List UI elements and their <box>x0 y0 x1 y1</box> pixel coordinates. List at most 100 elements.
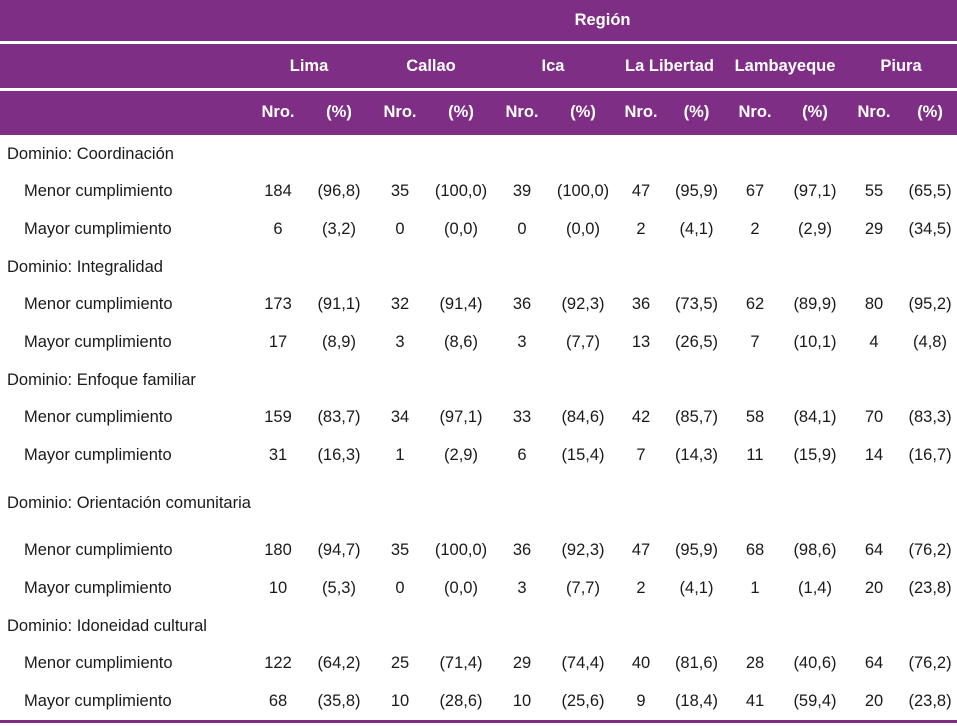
count-cell: 10 <box>268 578 288 597</box>
count-cell: 47 <box>631 182 651 201</box>
count-cell: 6 <box>517 445 527 464</box>
percent-cell: (89,9) <box>793 295 837 314</box>
count-cell: 7 <box>750 332 760 351</box>
count-cell: 3 <box>395 332 405 351</box>
percent-cell: (92,3) <box>561 541 605 560</box>
count-cell: 33 <box>512 408 532 427</box>
count-cell: 40 <box>631 654 651 673</box>
percent-cell: (7,7) <box>566 332 600 351</box>
table-row: Menor cumplimiento 122 (64,2) 25 (71,4) 29 (74… <box>0 645 957 683</box>
count-cell: 35 <box>390 182 410 201</box>
count-cell: 17 <box>268 332 288 351</box>
domain-row: Dominio: Integralidad <box>0 248 957 286</box>
percent-cell: (97,1) <box>439 408 483 427</box>
percent-cell: (81,6) <box>674 654 719 673</box>
count-cell: 0 <box>395 219 405 238</box>
row-label: Menor cumplimiento <box>24 182 173 201</box>
domain-label: Dominio: Idoneidad cultural <box>7 616 207 635</box>
row-label: Mayor cumplimiento <box>24 332 172 351</box>
percent-cell: (71,4) <box>439 654 483 673</box>
table-body: Dominio: Coordinación Menor cumplimiento 1… <box>0 134 957 723</box>
percent-cell: (23,8) <box>903 682 957 723</box>
percent-column-header: (%) <box>785 89 845 135</box>
domain-row: Dominio: Enfoque familiar <box>0 361 957 399</box>
percent-column-header: (%) <box>668 89 725 135</box>
count-cell: 31 <box>268 445 288 464</box>
count-cell: 14 <box>864 445 884 464</box>
percent-cell: (23,8) <box>908 578 952 597</box>
count-column-header: Nro. <box>614 89 668 135</box>
percent-cell: (8,6) <box>444 332 478 351</box>
percent-cell: (8,9) <box>322 332 356 351</box>
count-cell: 32 <box>390 295 410 314</box>
table-header: Región Lima Callao Ica La Libertad Lambayequ… <box>0 0 957 135</box>
count-cell: 2 <box>636 578 646 597</box>
count-cell: 64 <box>864 541 884 560</box>
percent-cell: (97,1) <box>793 182 837 201</box>
percent-cell: (4,1) <box>679 578 714 597</box>
percent-cell: (85,7) <box>674 408 719 427</box>
percent-cell: (96,8) <box>317 182 361 201</box>
row-label: Mayor cumplimiento <box>24 445 172 464</box>
count-column-header: Nro. <box>845 89 903 135</box>
percent-cell: (15,4) <box>561 445 605 464</box>
count-cell: 36 <box>631 295 651 314</box>
percent-cell: (3,2) <box>322 219 356 238</box>
count-cell: 7 <box>636 445 646 464</box>
count-cell: 25 <box>390 654 410 673</box>
count-cell: 35 <box>390 541 410 560</box>
table-row: Mayor cumplimiento 17 (8,9) 3 (8,6) 3 (7,7) 13 (… <box>0 324 957 362</box>
count-cell: 68 <box>745 541 765 560</box>
percent-cell: (14,3) <box>674 445 719 464</box>
count-cell: 34 <box>390 408 410 427</box>
percent-cell: (0,0) <box>444 578 478 597</box>
count-cell: 10 <box>370 682 430 723</box>
count-column-header: Nro. <box>248 89 308 135</box>
percent-cell: (100,0) <box>556 182 610 201</box>
percent-cell: (84,6) <box>561 408 605 427</box>
count-column-header: Nro. <box>725 89 785 135</box>
count-cell: 184 <box>264 182 292 201</box>
percent-cell: (16,7) <box>908 445 952 464</box>
percent-column-header: (%) <box>903 89 957 135</box>
table-row: Mayor cumplimiento 31 (16,3) 1 (2,9) 6 (15,4) 7… <box>0 437 957 475</box>
table-row: Menor cumplimiento 159 (83,7) 34 (97,1) 33 (84… <box>0 399 957 437</box>
count-cell: 41 <box>725 682 785 723</box>
count-cell: 0 <box>395 578 405 597</box>
region-header: Lambayeque <box>725 42 845 91</box>
percent-cell: (59,4) <box>785 682 845 723</box>
header-corner-cell <box>0 42 248 91</box>
count-cell: 29 <box>864 219 884 238</box>
percent-cell: (15,9) <box>793 445 837 464</box>
domain-row: Dominio: Idoneidad cultural <box>0 607 957 645</box>
percent-cell: (95,9) <box>674 541 719 560</box>
table-row: Menor cumplimiento 184 (96,8) 35 (100,0) 39 (1… <box>0 173 957 211</box>
percent-cell: (84,1) <box>793 408 837 427</box>
header-corner-cell <box>0 0 248 44</box>
count-cell: 70 <box>864 408 884 427</box>
count-cell: 67 <box>745 182 765 201</box>
count-cell: 64 <box>864 654 884 673</box>
percent-cell: (4,1) <box>679 219 714 238</box>
count-cell: 13 <box>631 332 651 351</box>
count-cell: 173 <box>264 295 292 314</box>
row-label: Mayor cumplimiento <box>24 578 172 597</box>
count-cell: 11 <box>746 445 764 464</box>
count-cell: 36 <box>512 295 532 314</box>
percent-cell: (95,9) <box>674 182 719 201</box>
percent-cell: (2,9) <box>444 445 478 464</box>
region-header: Piura <box>845 42 957 91</box>
count-cell: 4 <box>869 332 879 351</box>
count-cell: 3 <box>517 332 527 351</box>
percent-cell: (65,5) <box>908 182 952 201</box>
percent-cell: (1,4) <box>798 578 832 597</box>
percent-cell: (2,9) <box>798 219 832 238</box>
percent-column-header: (%) <box>308 89 370 135</box>
count-cell: 20 <box>864 578 884 597</box>
region-header: La Libertad <box>614 42 725 91</box>
domain-row: Dominio: Orientación comunitaria <box>0 474 957 532</box>
table-row: Mayor cumplimiento 10 (5,3) 0 (0,0) 3 (7,7) 2 (4… <box>0 570 957 608</box>
count-cell: 3 <box>517 578 527 597</box>
count-cell: 180 <box>264 541 292 560</box>
